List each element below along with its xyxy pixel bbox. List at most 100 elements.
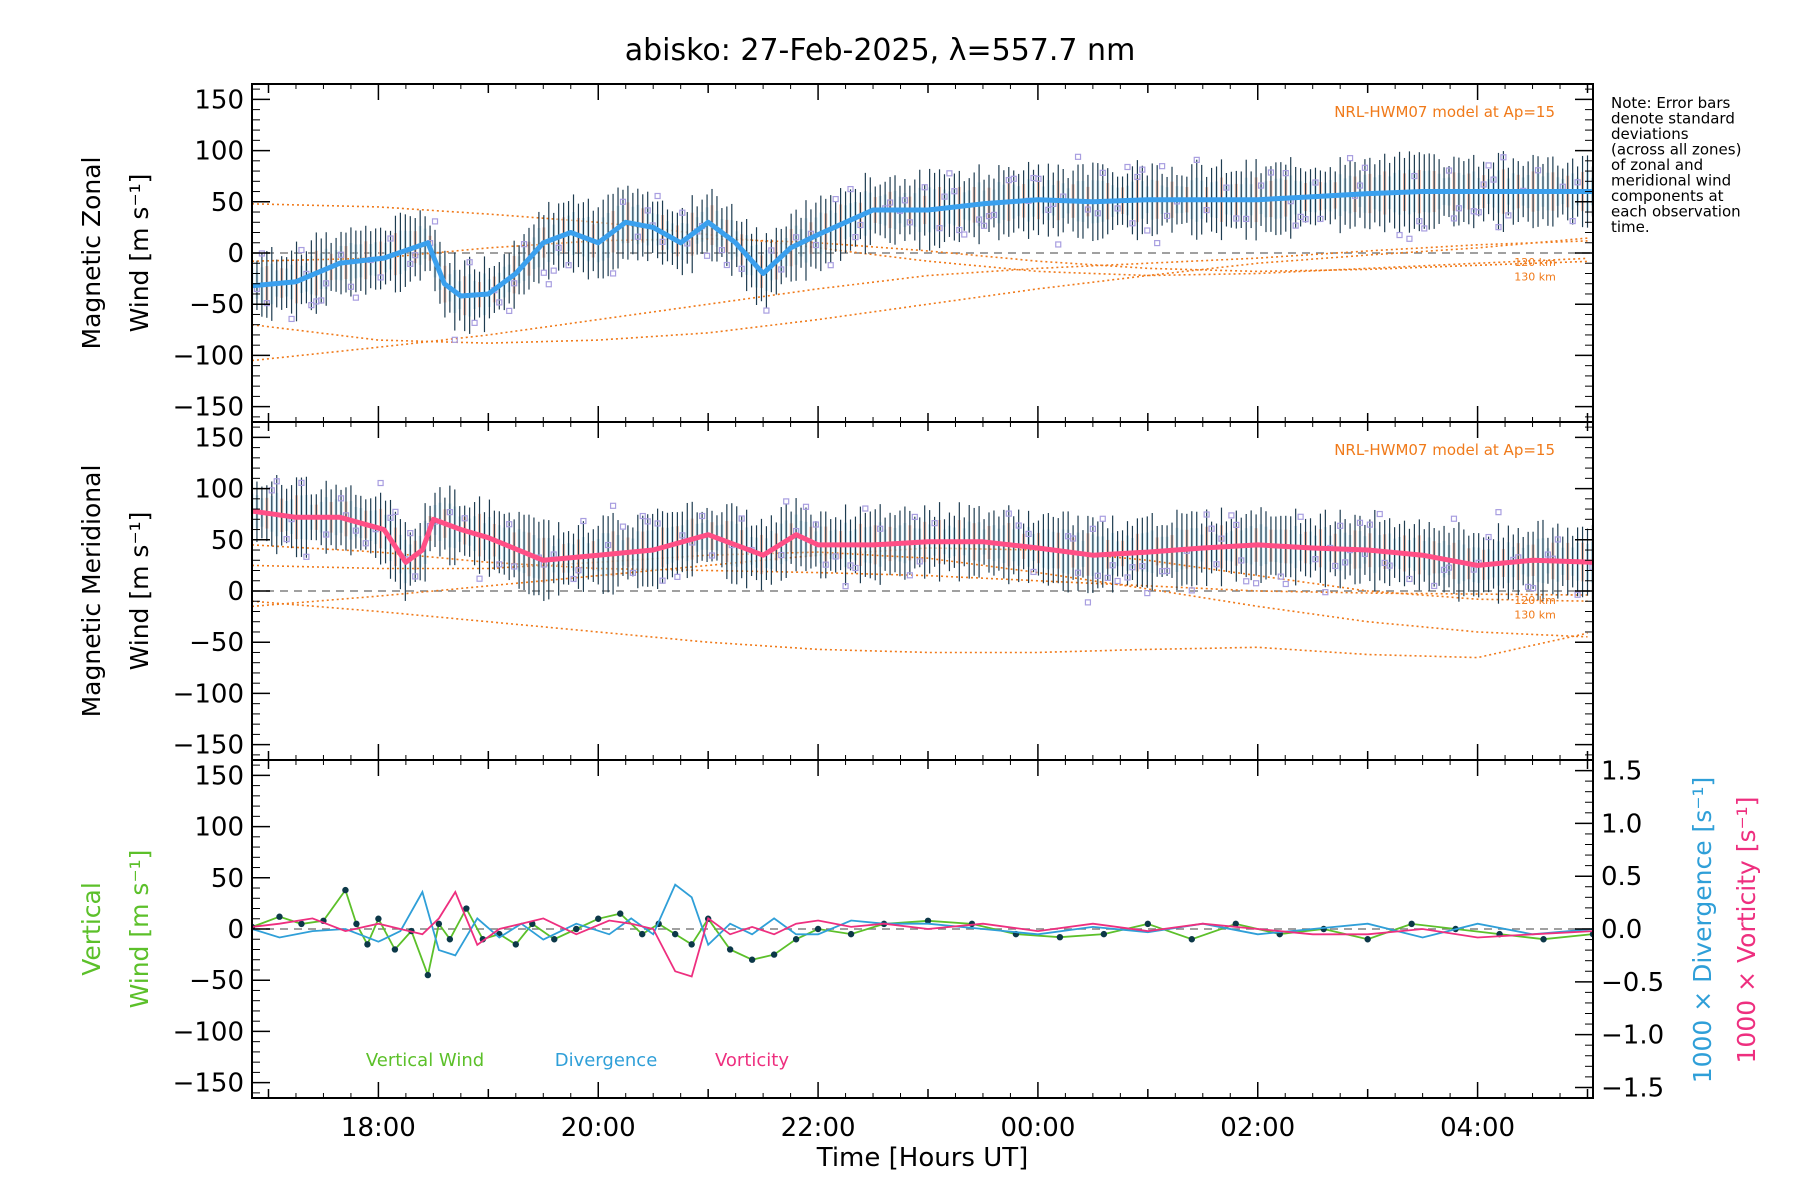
vertical-wind-point [639, 930, 646, 938]
vertical-wind-point [814, 925, 822, 933]
vertical-wind-point [298, 920, 305, 928]
scatter-point [619, 198, 627, 205]
scatter-point [1010, 175, 1017, 182]
scatter-point [1544, 551, 1552, 558]
scatter-point [1485, 162, 1492, 169]
scatter-point [1203, 511, 1210, 518]
scatter-point [802, 503, 810, 510]
scatter-point [1257, 182, 1265, 189]
scatter-point [347, 283, 355, 290]
scatter-point [1218, 535, 1225, 542]
scatter-point [1124, 163, 1131, 171]
scatter-point [1223, 184, 1230, 191]
scatter-point [1267, 169, 1275, 176]
note-line: meridional wind [1611, 172, 1731, 190]
scatter-point [1277, 573, 1284, 580]
scatter-point [654, 192, 661, 200]
scatter-point [1233, 215, 1240, 222]
y-tick-label: −150 [173, 731, 244, 761]
y-tick-label: 100 [194, 475, 244, 505]
y-axis-title-line-1: Vertical [77, 882, 106, 976]
scatter-point [1505, 212, 1512, 219]
y-tick-label: −50 [189, 966, 244, 996]
scatter-point [318, 297, 325, 304]
scatter-point [1317, 215, 1324, 223]
scatter-point [1045, 206, 1052, 213]
scatter-point [1074, 153, 1082, 160]
scatter-point [812, 521, 819, 528]
scatter-point [1228, 512, 1235, 519]
y-axis-title-line-2: Wind [m s⁻¹] [125, 850, 154, 1009]
vertical-wind-point [847, 930, 855, 938]
vertical-wind-point [924, 917, 932, 925]
scatter-point [1346, 155, 1354, 162]
scatter-point [511, 563, 518, 570]
scatter-point [1188, 587, 1195, 594]
x-tick-label: 20:00 [561, 1113, 636, 1143]
y-tick-label: 150 [194, 423, 244, 453]
y-tick-label: −50 [189, 628, 244, 658]
plot-area-vertical [252, 883, 1593, 979]
scatter-point [738, 265, 745, 272]
vertical-wind-point [595, 915, 602, 922]
vertical-wind-point [551, 936, 558, 943]
scatter-point [990, 211, 998, 219]
scatter-point [1297, 513, 1304, 520]
scatter-point [674, 573, 681, 580]
scatter-point [1253, 580, 1260, 587]
scatter-point [1099, 515, 1106, 522]
y-tick-label: 50 [211, 188, 244, 218]
scatter-point [1574, 179, 1581, 186]
scatter-point [659, 238, 666, 245]
scatter-point [1356, 519, 1364, 526]
scatter-point [377, 274, 384, 281]
model-curve-m1 [252, 237, 1588, 344]
note-line: Note: Error bars [1611, 94, 1731, 112]
panel-vertical: Vertical Wind Divergence Vorticity 1.5 1.0 0.… [77, 757, 1761, 1173]
scatter-point [565, 262, 572, 269]
note-line: of zonal and [1611, 156, 1703, 174]
scatter-point [1094, 572, 1101, 579]
scatter-point [506, 307, 513, 315]
y-tick-label: 50 [211, 864, 244, 894]
vertical-wind-point [276, 913, 283, 920]
scatter-point [936, 225, 943, 232]
scatter-point [1292, 222, 1299, 229]
y-axis-title-line-1: Magnetic Meridional [77, 465, 106, 718]
scatter-point [1030, 568, 1037, 576]
y2-tick-label: −1.5 [1601, 1073, 1664, 1103]
scatter-point [847, 185, 854, 193]
scatter-point [298, 479, 305, 486]
scatter-point [1495, 509, 1502, 516]
scatter-point [1529, 585, 1537, 592]
scatter-point [283, 536, 290, 543]
scatter-point [886, 199, 894, 206]
scatter-point [946, 170, 953, 177]
scatter-point [511, 280, 518, 287]
scatter-point [1163, 212, 1171, 220]
scatter-point [1450, 215, 1458, 222]
scatter-point [412, 573, 419, 580]
x-tick-label: 22:00 [781, 1113, 856, 1143]
scatter-point [778, 266, 785, 273]
scatter-point [1455, 205, 1463, 212]
scatter-point [1574, 591, 1581, 598]
scatter-point [1055, 241, 1062, 248]
y2-tick-label: −1.0 [1601, 1021, 1664, 1051]
scatter-point [659, 577, 666, 584]
scatter-point [1450, 515, 1458, 522]
vertical-wind-point [435, 920, 443, 928]
scatter-point [822, 561, 829, 568]
vertical-wind-point [391, 946, 399, 953]
scatter-point [1569, 217, 1576, 225]
vertical-wind-point [1540, 936, 1547, 943]
model-label: NRL-HWM07 model at Ap=15 [1334, 441, 1555, 459]
scatter-point [1084, 206, 1092, 213]
legend-item-divergence: Divergence [555, 1050, 658, 1071]
note-line: each observation [1611, 203, 1741, 221]
scatter-point [1322, 589, 1329, 596]
mean-line-meridional [252, 508, 1593, 568]
plot-area-zonal [252, 151, 1593, 362]
scatter-point [1084, 599, 1092, 606]
